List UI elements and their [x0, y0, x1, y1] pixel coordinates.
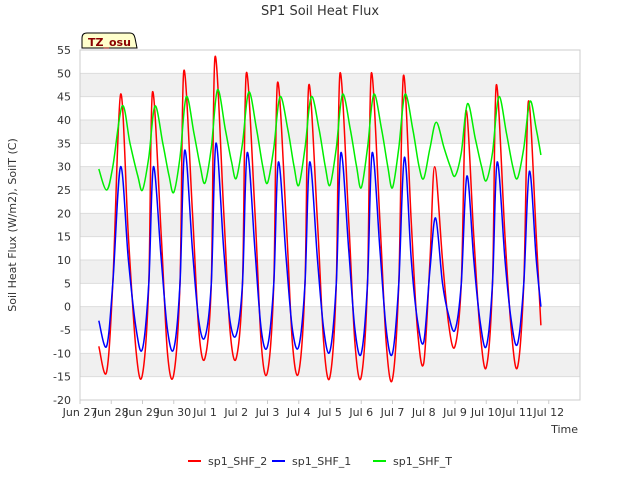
y-tick-label: -20 — [53, 394, 71, 407]
plot-band — [80, 190, 580, 214]
x-tick-label: Jul 7 — [380, 406, 405, 419]
x-tick-label: Jun 30 — [155, 406, 191, 419]
y-tick-label: -5 — [60, 324, 71, 337]
plot-band — [80, 50, 580, 74]
y-tick-label: 35 — [57, 137, 71, 150]
y-axis-label: Soil Heat Flux (W/m2), SoilT (C) — [6, 138, 19, 311]
y-tick-label: 40 — [57, 114, 71, 127]
plot-band — [80, 213, 580, 237]
legend-label-sp1_SHF_1: sp1_SHF_1 — [292, 455, 351, 468]
x-tick-label: Jul 5 — [317, 406, 342, 419]
plot-band — [80, 120, 580, 144]
series-line-sp1_SHF_T — [98, 88, 542, 194]
plot-band — [80, 73, 580, 97]
x-tick-label: Jun 29 — [124, 406, 160, 419]
x-tick-label: Jul 6 — [348, 406, 373, 419]
plot-band — [80, 260, 580, 284]
y-tick-label: 50 — [57, 67, 71, 80]
series-line-sp1_SHF_1 — [98, 142, 542, 357]
plot-band — [80, 166, 580, 190]
x-tick-label: Jul 8 — [411, 406, 436, 419]
y-tick-label: -15 — [53, 371, 71, 384]
plot-band — [80, 306, 580, 330]
y-tick-label: 55 — [57, 44, 71, 57]
x-tick-label: Jun 28 — [93, 406, 129, 419]
y-tick-label: 30 — [57, 161, 71, 174]
y-tick-label: -10 — [53, 347, 71, 360]
y-tick-label: 25 — [57, 184, 71, 197]
x-axis-label: Time — [550, 423, 578, 436]
y-tick-label: 0 — [64, 301, 71, 314]
x-tick-label: Jul 4 — [286, 406, 311, 419]
x-tick-label: Jul 12 — [532, 406, 564, 419]
chart-title: SP1 Soil Heat Flux — [261, 4, 379, 19]
y-tick-label: 45 — [57, 91, 71, 104]
x-tick-label: Jul 9 — [442, 406, 467, 419]
plot-band — [80, 283, 580, 307]
legend-label-sp1_SHF_T: sp1_SHF_T — [393, 455, 452, 468]
tz-badge-label: TZ_osu — [88, 36, 131, 49]
y-tick-label: 10 — [57, 254, 71, 267]
y-tick-label: 15 — [57, 231, 71, 244]
x-tick-label: Jul 11 — [501, 406, 533, 419]
tz-badge: TZ_osu — [81, 32, 138, 49]
plot-band — [80, 236, 580, 260]
x-tick-label: Jul 2 — [223, 406, 248, 419]
plot-band — [80, 143, 580, 167]
plot-band — [80, 96, 580, 120]
x-tick-label: Jun 27 — [62, 406, 98, 419]
x-tick-label: Jul 1 — [192, 406, 217, 419]
legend: sp1_SHF_2 sp1_SHF_1 sp1_SHF_T — [188, 455, 452, 468]
y-tick-label: 20 — [57, 207, 71, 220]
y-tick-label: 5 — [64, 277, 71, 290]
x-tick-label: Jul 10 — [470, 406, 502, 419]
x-tick-label: Jul 3 — [255, 406, 280, 419]
legend-label-sp1_SHF_2: sp1_SHF_2 — [208, 455, 267, 468]
plot-band — [80, 376, 580, 400]
